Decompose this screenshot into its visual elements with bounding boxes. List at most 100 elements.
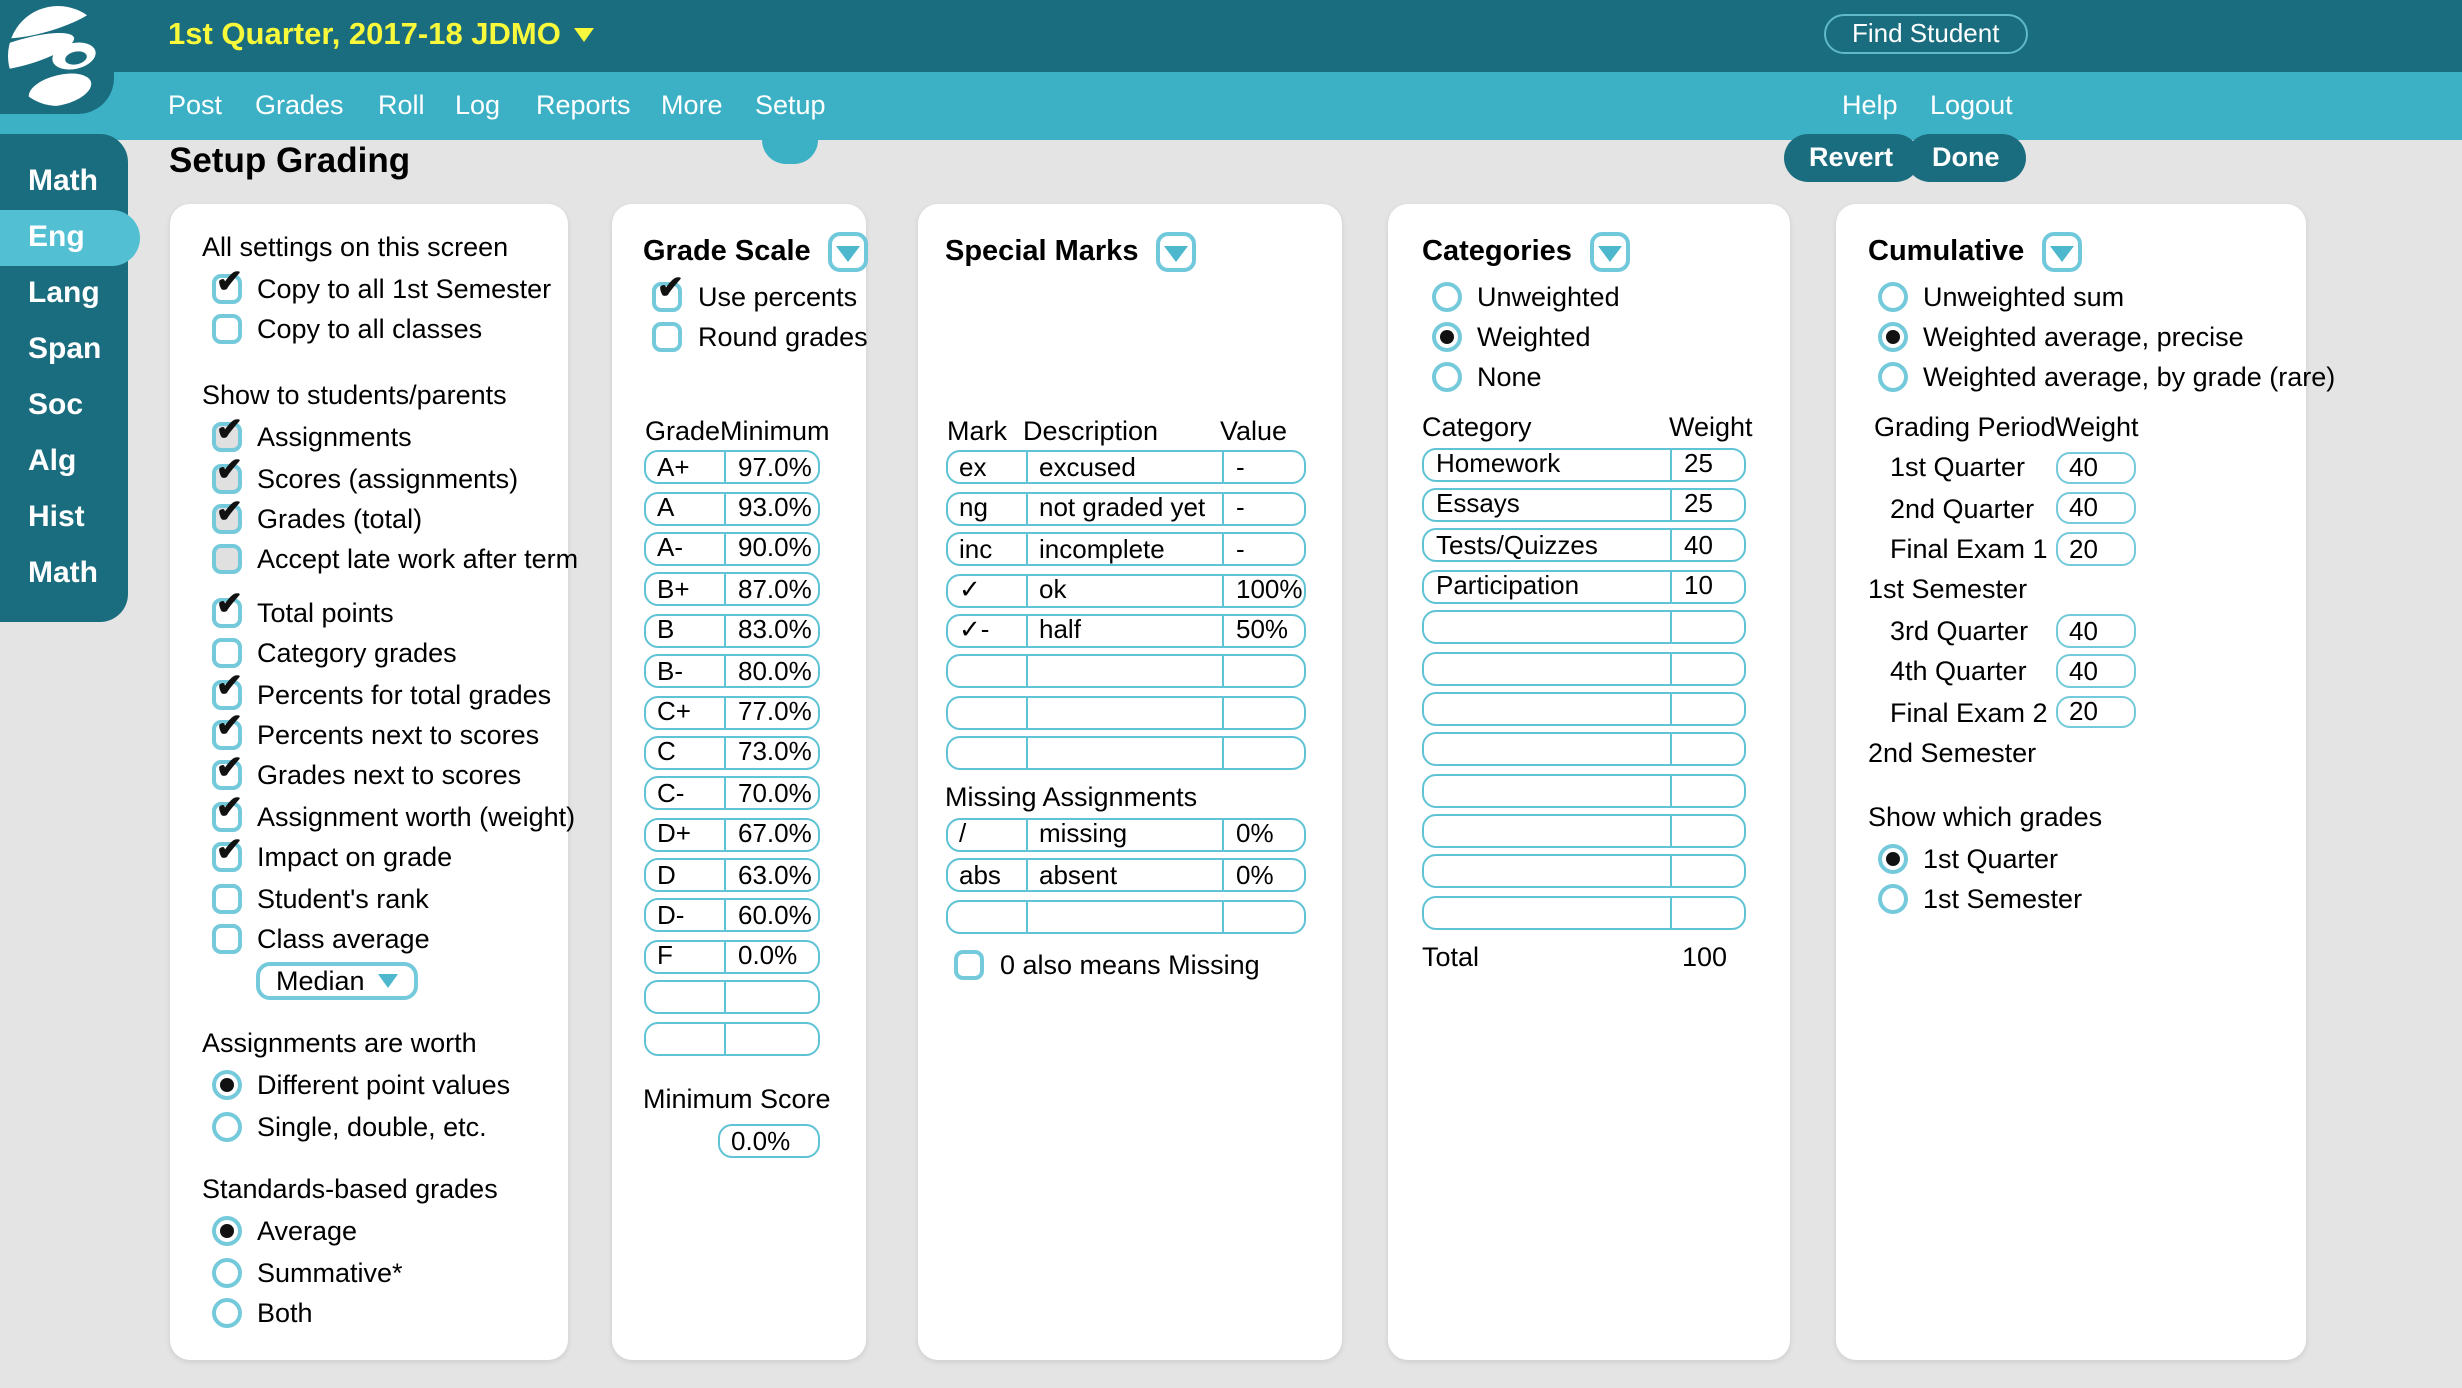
category-row-cell[interactable] <box>1424 612 1670 642</box>
category-row-cell[interactable] <box>1424 735 1670 765</box>
special-mark-row-cell[interactable]: ok <box>1025 575 1222 606</box>
grade-scale-row-cell[interactable]: 93.0% <box>724 493 818 524</box>
grade-scale-row-cell[interactable] <box>645 1023 724 1053</box>
grade-scale-row-cell[interactable]: C <box>657 737 676 767</box>
category-row-cell[interactable] <box>1424 816 1670 846</box>
nav-item-log[interactable]: Log <box>455 89 501 119</box>
grade-scale-row-cell[interactable]: 67.0% <box>724 819 818 850</box>
done-button[interactable]: Done <box>1906 133 2026 181</box>
missing-mark-row-cell[interactable]: absent <box>1025 860 1222 891</box>
category-row-cell[interactable]: Participation <box>1436 571 1580 601</box>
category-row-cell[interactable] <box>1670 775 1744 806</box>
missing-mark-row-cell[interactable]: 0% <box>1222 860 1303 891</box>
nav-item-more[interactable]: More <box>661 89 723 119</box>
sidebar-item-math-7[interactable]: Math <box>28 555 98 589</box>
special-mark-row-cell[interactable]: ✓ <box>959 575 981 605</box>
sidebar-item-soc-4[interactable]: Soc <box>28 387 84 421</box>
weight-input-final-exam-1[interactable]: 20 <box>2055 532 2135 566</box>
special-mark-row-cell[interactable] <box>1025 697 1222 728</box>
weight-input-final-exam-2[interactable]: 20 <box>2055 695 2135 729</box>
sidebar-item-alg-5[interactable]: Alg <box>28 443 77 477</box>
grade-scale-row-cell[interactable] <box>645 983 724 1013</box>
category-row-cell[interactable] <box>1670 734 1744 765</box>
checkbox-percents-next-to-scores[interactable]: ✔ <box>211 712 243 750</box>
checkbox-copy-to-all-1st-semester[interactable]: ✔ <box>211 266 243 305</box>
special-mark-row-cell[interactable] <box>1025 738 1222 769</box>
grade-scale-row-cell[interactable]: 73.0% <box>724 737 818 768</box>
checkbox-impact-on-grade[interactable]: ✔ <box>211 834 243 873</box>
checkbox-assignments[interactable]: ✔ <box>211 415 243 453</box>
missing-mark-row-cell[interactable]: missing <box>1025 819 1222 850</box>
checkbox-total-points[interactable]: ✔ <box>211 590 243 628</box>
grade-scale-dropdown-button[interactable] <box>828 232 869 272</box>
checkbox-grades-total[interactable]: ✔ <box>211 496 243 535</box>
radio-cumulative-mode-weighted-average-by-grade-rare[interactable] <box>1877 362 1907 393</box>
radio-show-which-grades-1st-semester[interactable] <box>1877 884 1907 915</box>
special-mark-row-cell[interactable]: - <box>1222 534 1303 565</box>
grade-scale-row-cell[interactable]: C- <box>657 778 685 808</box>
special-mark-row-cell[interactable]: - <box>1222 493 1303 524</box>
nav-item-post[interactable]: Post <box>168 89 223 119</box>
category-row-cell[interactable] <box>1424 857 1670 887</box>
nav-item-help[interactable]: Help <box>1842 89 1898 119</box>
special-mark-row-cell[interactable]: not graded yet <box>1025 493 1222 524</box>
radio-worth-different-point-values[interactable] <box>211 1070 241 1101</box>
checkbox-copy-to-all-classes[interactable] <box>211 314 241 345</box>
nav-item-setup[interactable]: Setup <box>755 89 826 119</box>
special-mark-row-cell[interactable]: ex <box>959 452 987 482</box>
weight-input-4th-quarter[interactable]: 40 <box>2055 654 2135 688</box>
app-logo[interactable] <box>0 0 114 114</box>
special-mark-row-cell[interactable] <box>947 738 1025 768</box>
category-row-cell[interactable] <box>1424 775 1670 805</box>
category-row-cell[interactable] <box>1670 612 1744 643</box>
checkbox-student-s-rank[interactable] <box>211 883 241 914</box>
grade-scale-row-cell[interactable] <box>724 982 818 1013</box>
find-student-button[interactable]: Find Student <box>1824 14 2028 54</box>
grade-scale-row-cell[interactable]: 70.0% <box>724 778 818 809</box>
grade-scale-row-cell[interactable]: D- <box>657 900 685 930</box>
nav-item-logout[interactable]: Logout <box>1930 89 2013 119</box>
special-mark-row-cell[interactable] <box>1025 656 1222 687</box>
category-row-cell[interactable] <box>1670 693 1744 724</box>
special-mark-row-cell[interactable]: ng <box>959 493 988 523</box>
grade-scale-row-cell[interactable]: 87.0% <box>724 574 818 605</box>
category-row-cell[interactable] <box>1670 897 1744 928</box>
grade-scale-row-cell[interactable]: 77.0% <box>724 697 818 728</box>
special-mark-row-cell[interactable]: 100% <box>1222 575 1303 606</box>
category-row-cell[interactable] <box>1424 898 1670 928</box>
grade-scale-row-cell[interactable]: 80.0% <box>724 656 818 687</box>
grade-scale-row-cell[interactable] <box>724 1023 818 1054</box>
category-row-cell[interactable]: Essays <box>1436 489 1520 519</box>
checkbox-grades-next-to-scores[interactable]: ✔ <box>211 753 243 791</box>
checkbox-percents-for-total-grades[interactable]: ✔ <box>211 671 243 710</box>
special-mark-row-cell[interactable] <box>1222 656 1303 687</box>
category-row-cell[interactable] <box>1670 653 1744 684</box>
checkbox-assignment-worth-weight[interactable]: ✔ <box>211 794 243 832</box>
missing-mark-row-cell[interactable]: / <box>959 819 967 849</box>
sidebar-item-lang-2[interactable]: Lang <box>28 275 100 309</box>
nav-item-reports[interactable]: Reports <box>536 89 631 119</box>
category-row-cell[interactable] <box>1670 856 1744 887</box>
special-mark-row-cell[interactable] <box>947 697 1025 727</box>
category-row-cell[interactable]: Homework <box>1436 449 1561 479</box>
special-mark-row-cell[interactable]: excused <box>1025 452 1222 483</box>
grade-scale-row-cell[interactable]: F <box>657 941 673 971</box>
grade-scale-row-cell[interactable]: 60.0% <box>724 900 818 931</box>
grade-scale-row-cell[interactable]: D+ <box>657 819 691 849</box>
grade-scale-row-cell[interactable]: C+ <box>657 697 691 727</box>
revert-button[interactable]: Revert <box>1783 133 1920 181</box>
special-marks-dropdown-button[interactable] <box>1156 232 1197 272</box>
grade-scale-row-cell[interactable]: B <box>657 615 675 645</box>
special-mark-row-cell[interactable]: incomplete <box>1025 534 1222 565</box>
checkbox-scores-assignments[interactable]: ✔ <box>211 455 243 494</box>
weight-input-1st-quarter[interactable]: 40 <box>2055 451 2135 484</box>
category-row-cell[interactable]: Tests/Quizzes <box>1436 530 1598 560</box>
missing-mark-row-cell[interactable] <box>1222 901 1303 932</box>
sidebar-item-span-3[interactable]: Span <box>28 331 102 365</box>
special-mark-row-cell[interactable]: half <box>1025 615 1222 646</box>
checkbox-0-also-means-missing[interactable] <box>954 950 984 981</box>
radio-standards-both[interactable] <box>211 1298 241 1329</box>
category-row-cell[interactable]: 25 <box>1670 489 1744 520</box>
category-row-cell[interactable] <box>1670 816 1744 847</box>
grade-scale-row-cell[interactable]: 90.0% <box>724 533 818 564</box>
